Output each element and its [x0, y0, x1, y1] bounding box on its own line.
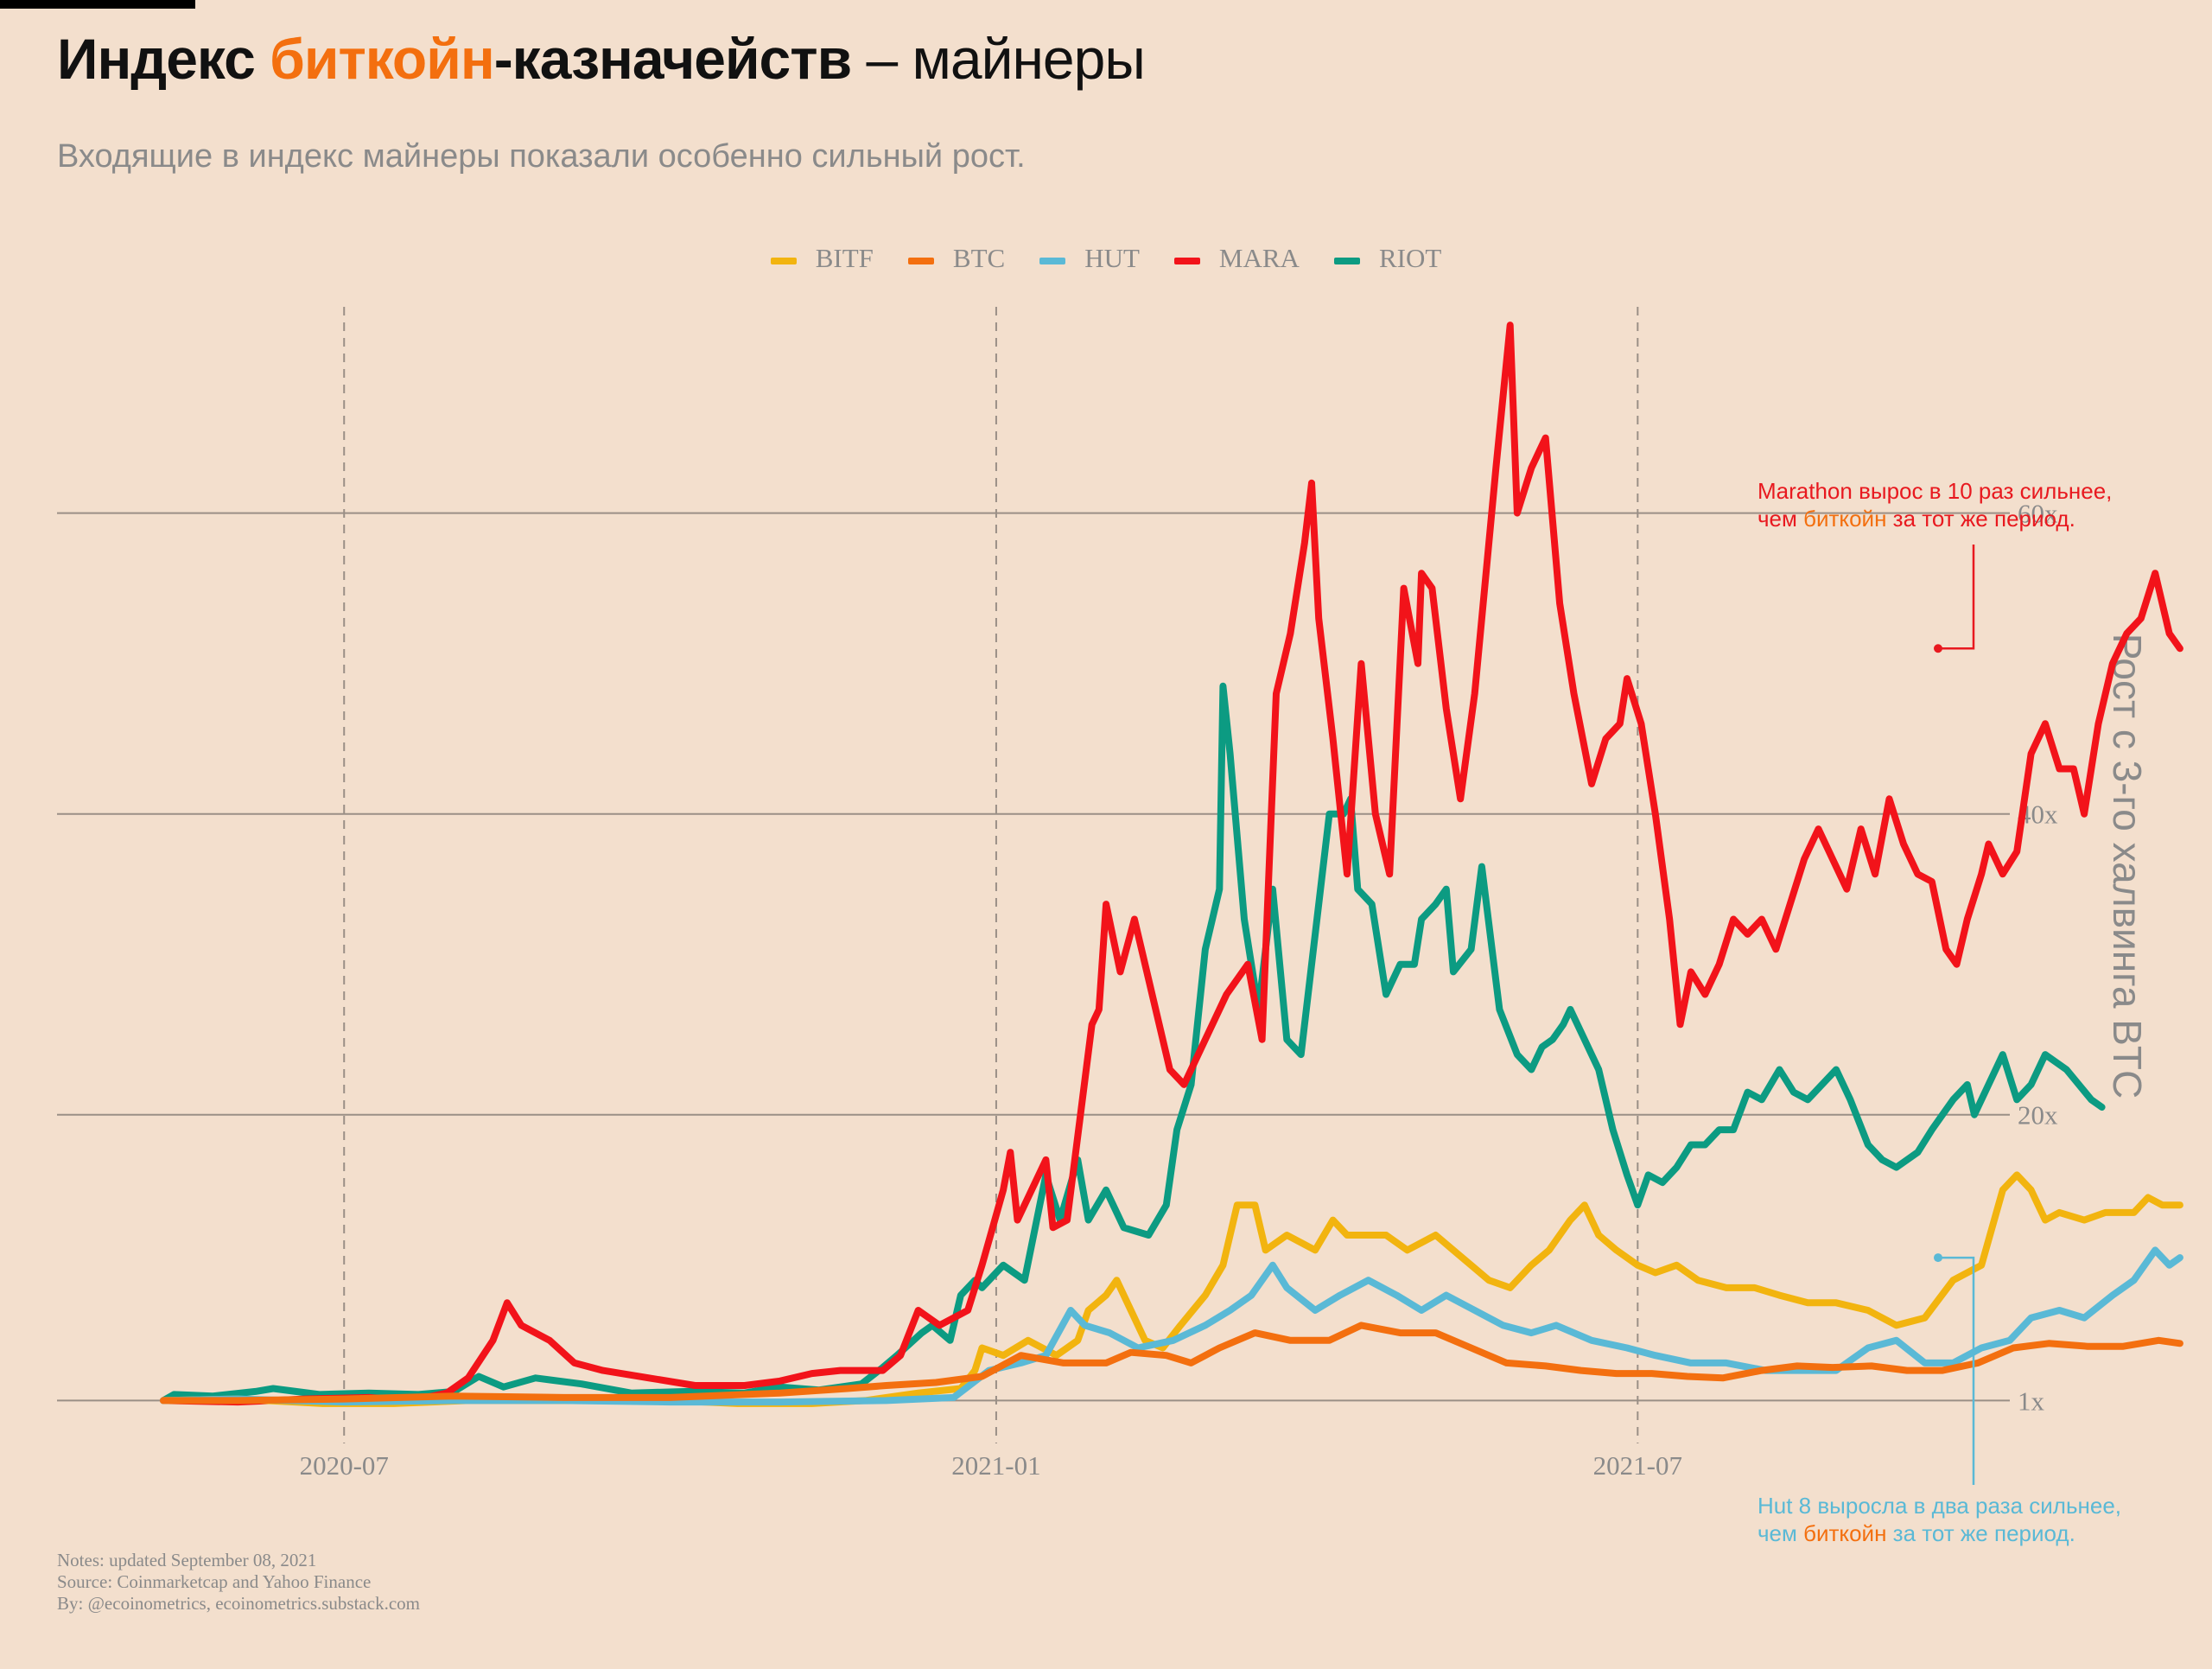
title-part-3: – майнеры	[851, 27, 1145, 91]
legend-label-hut: HUT	[1084, 242, 1140, 273]
note-author: By: @ecoinometrics, ecoinometrics.substa…	[57, 1593, 420, 1614]
series-line-btc	[160, 1322, 2183, 1405]
legend-swatch-mara	[1173, 257, 1200, 264]
chart-legend: BITF BTC HUT MARA RIOT	[0, 240, 2212, 275]
y-tick-label-60x: 60x	[2018, 499, 2058, 529]
annotation-hut8-line1: Hut 8 выросла в два раза сильнее,	[1758, 1493, 2122, 1519]
y-tick-label-20x: 20x	[2018, 1100, 2058, 1131]
annotation-marathon-post: за тот же период.	[1886, 506, 2075, 532]
y-tick-label-1x: 1x	[2018, 1386, 2045, 1416]
x-tick-label-2020-07: 2020-07	[300, 1450, 389, 1481]
legend-swatch-btc	[907, 257, 934, 264]
annotation-hut8-post: за тот же период.	[1886, 1520, 2075, 1546]
annotation-marathon: Marathon вырос в 10 раз сильнее, чем бит…	[1758, 477, 2112, 532]
annotation-hut8-accent: биткойн	[1803, 1520, 1887, 1546]
legend-item-btc: BTC	[907, 242, 1006, 274]
series-line-bitf	[160, 1171, 2183, 1407]
legend-item-riot: RIOT	[1333, 242, 1442, 274]
chart-title: Индекс биткойн-казначейств – майнеры	[57, 26, 1146, 92]
legend-label-riot: RIOT	[1378, 242, 1442, 273]
title-accent-word: биткойн	[270, 27, 495, 91]
legend-swatch-riot	[1333, 257, 1360, 264]
chart-subtitle: Входящие в индекс майнеры показали особе…	[57, 138, 1026, 175]
annotation-marathon-connector	[1938, 545, 1975, 650]
series-line-mara	[160, 322, 2183, 1406]
legend-swatch-hut	[1039, 257, 1066, 264]
x-tick-label-2021-07: 2021-07	[1593, 1450, 1682, 1481]
annotation-hut8-pre: чем	[1758, 1520, 1804, 1546]
annotation-hut8-line2: чем биткойн за тот же период.	[1758, 1519, 2121, 1547]
series-line-riot	[160, 682, 2106, 1405]
legend-item-hut: HUT	[1039, 243, 1140, 274]
note-source: Source: Coinmarketcap and Yahoo Finance	[57, 1571, 372, 1592]
title-part-2: -казначейств	[493, 27, 852, 91]
annotation-marathon-accent: биткойн	[1803, 506, 1887, 532]
annotation-marathon-line1: Marathon вырос в 10 раз сильнее,	[1758, 478, 2113, 504]
legend-label-mara: MARA	[1218, 242, 1300, 273]
legend-item-mara: MARA	[1173, 242, 1300, 274]
note-updated: Notes: updated September 08, 2021	[57, 1550, 317, 1570]
annotation-hut8-connector	[1938, 1256, 1975, 1485]
x-tick-label-2021-01: 2021-01	[951, 1450, 1040, 1481]
annotation-hut8: Hut 8 выросла в два раза сильнее, чем би…	[1758, 1492, 2121, 1547]
top-accent-bar	[0, 0, 195, 9]
legend-swatch-bitf	[770, 257, 797, 264]
y-axis-label: Рост с 3-го халвинга BTC	[2105, 634, 2150, 1099]
legend-label-bitf: BITF	[815, 242, 874, 273]
legend-item-bitf: BITF	[770, 242, 874, 274]
legend-label-btc: BTC	[952, 242, 1006, 273]
annotation-marathon-line2: чем биткойн за тот же период.	[1758, 505, 2112, 532]
annotation-marathon-pre: чем	[1758, 506, 1804, 532]
title-part-1: Индекс	[57, 27, 270, 91]
chart-notes: Notes: updated September 08, 2021 Source…	[57, 1550, 420, 1615]
